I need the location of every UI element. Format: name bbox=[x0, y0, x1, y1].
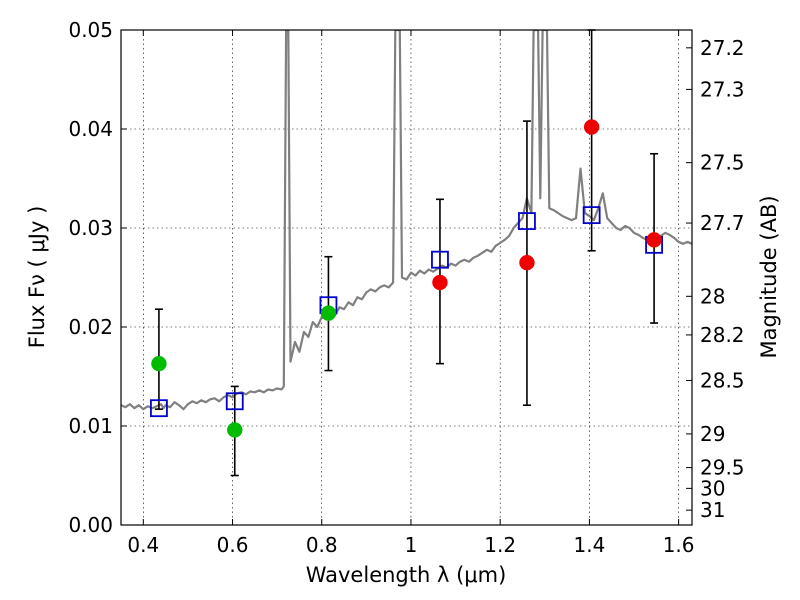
model-photometry-marker bbox=[150, 399, 168, 418]
x-axis-ticks: 0.4 0.6 0.8 1 1.2 1.4 1.6 bbox=[127, 30, 695, 557]
magnitude-tick-label: 31 bbox=[700, 498, 725, 522]
y-tick-label: 0.03 bbox=[68, 216, 113, 240]
magnitude-tick-label: 27.2 bbox=[700, 36, 745, 60]
y-tick-label: 0.05 bbox=[68, 18, 113, 42]
y-tick-label: 0.01 bbox=[68, 414, 113, 438]
x-tick-label: 0.8 bbox=[306, 533, 338, 557]
observed-photometry-optical-marker bbox=[151, 355, 167, 372]
x-tick-label: 1 bbox=[405, 533, 418, 557]
observed-photometry-nir-marker bbox=[583, 119, 600, 135]
x-tick-label: 0.4 bbox=[127, 533, 159, 557]
x-tick-label: 1.4 bbox=[573, 533, 605, 557]
magnitude-tick-label: 28.2 bbox=[700, 323, 745, 347]
y-tick-label: 0.00 bbox=[68, 513, 113, 537]
magnitude-tick-label: 27.5 bbox=[700, 151, 745, 175]
y-axis-ticks: 0.00 0.01 0.02 0.03 0.04 0.05 bbox=[68, 18, 127, 537]
magnitude-tick-label: 29.5 bbox=[700, 456, 745, 480]
model-photometry-marker bbox=[582, 206, 601, 225]
magnitude-tick-label: 27.3 bbox=[700, 77, 745, 101]
observed-photometry-nir-marker bbox=[646, 232, 662, 248]
x-tick-label: 1.2 bbox=[484, 533, 516, 557]
plot-frame bbox=[120, 29, 693, 526]
y-axis-label: Flux Fν ( μJy ) bbox=[25, 206, 49, 349]
magnitude-tick-label: 28 bbox=[700, 284, 725, 308]
magnitude-tick-label: 30 bbox=[700, 476, 725, 500]
x-tick-label: 1.6 bbox=[663, 533, 695, 557]
x-tick-label: 0.6 bbox=[217, 533, 249, 557]
magnitude-tick-label: 29 bbox=[700, 422, 725, 446]
model-photometry-marker bbox=[431, 250, 449, 269]
magnitude-tick-label: 27.7 bbox=[700, 211, 745, 235]
model-photometry-marker bbox=[518, 212, 536, 230]
observed-photometry-optical-marker bbox=[320, 305, 337, 321]
y-tick-label: 0.02 bbox=[68, 315, 113, 339]
observed-photometry-optical-marker bbox=[227, 422, 243, 438]
observed-photometry-nir-marker bbox=[519, 254, 535, 271]
x-axis-label: Wavelength λ (μm) bbox=[306, 563, 507, 587]
error-bars bbox=[150, 29, 663, 477]
magnitude-axis-label: Magnitude (AB) bbox=[757, 195, 781, 358]
magnitude-tick-label: 28.5 bbox=[700, 368, 745, 392]
y-tick-label: 0.04 bbox=[68, 117, 113, 141]
observed-photometry-nir-marker bbox=[432, 274, 448, 291]
model-photometry-marker bbox=[225, 392, 244, 411]
